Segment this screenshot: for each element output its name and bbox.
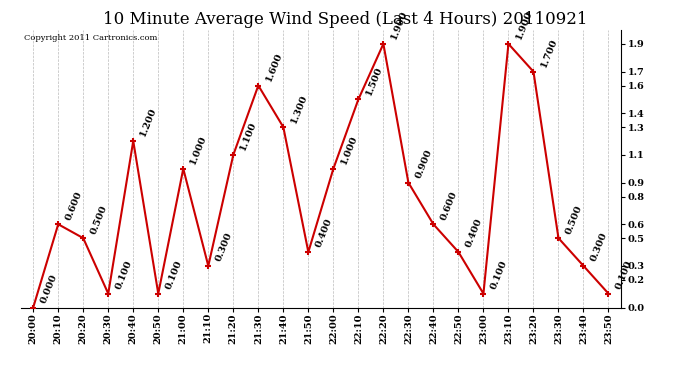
Text: 0.600: 0.600 — [63, 190, 83, 222]
Text: 1.500: 1.500 — [364, 65, 384, 97]
Text: Copyright 2011 Cartronics.com: Copyright 2011 Cartronics.com — [23, 34, 157, 42]
Text: 10 Minute Average Wind Speed (Last 4 Hours) 20110921: 10 Minute Average Wind Speed (Last 4 Hou… — [103, 11, 587, 28]
Text: 1.900: 1.900 — [389, 9, 408, 41]
Text: 0.500: 0.500 — [89, 204, 108, 236]
Text: 1.900: 1.900 — [514, 9, 534, 41]
Text: 1.100: 1.100 — [239, 121, 259, 152]
Text: 0.900: 0.900 — [414, 148, 434, 180]
Text: 0.500: 0.500 — [564, 204, 584, 236]
Text: 1.600: 1.600 — [264, 51, 284, 83]
Text: 0.400: 0.400 — [314, 217, 334, 249]
Text: 0.100: 0.100 — [489, 259, 509, 291]
Text: 0.000: 0.000 — [39, 273, 59, 305]
Text: 0.400: 0.400 — [464, 217, 484, 249]
Text: 1.700: 1.700 — [539, 37, 559, 69]
Text: 1.000: 1.000 — [189, 134, 208, 166]
Text: 0.100: 0.100 — [114, 259, 134, 291]
Text: 0.300: 0.300 — [214, 231, 234, 263]
Text: 0.100: 0.100 — [614, 259, 634, 291]
Text: 1.200: 1.200 — [139, 106, 159, 138]
Text: 0.600: 0.600 — [439, 190, 459, 222]
Text: 0.100: 0.100 — [164, 259, 184, 291]
Text: 0.300: 0.300 — [589, 231, 609, 263]
Text: 1.300: 1.300 — [289, 93, 308, 124]
Text: 1.000: 1.000 — [339, 134, 359, 166]
